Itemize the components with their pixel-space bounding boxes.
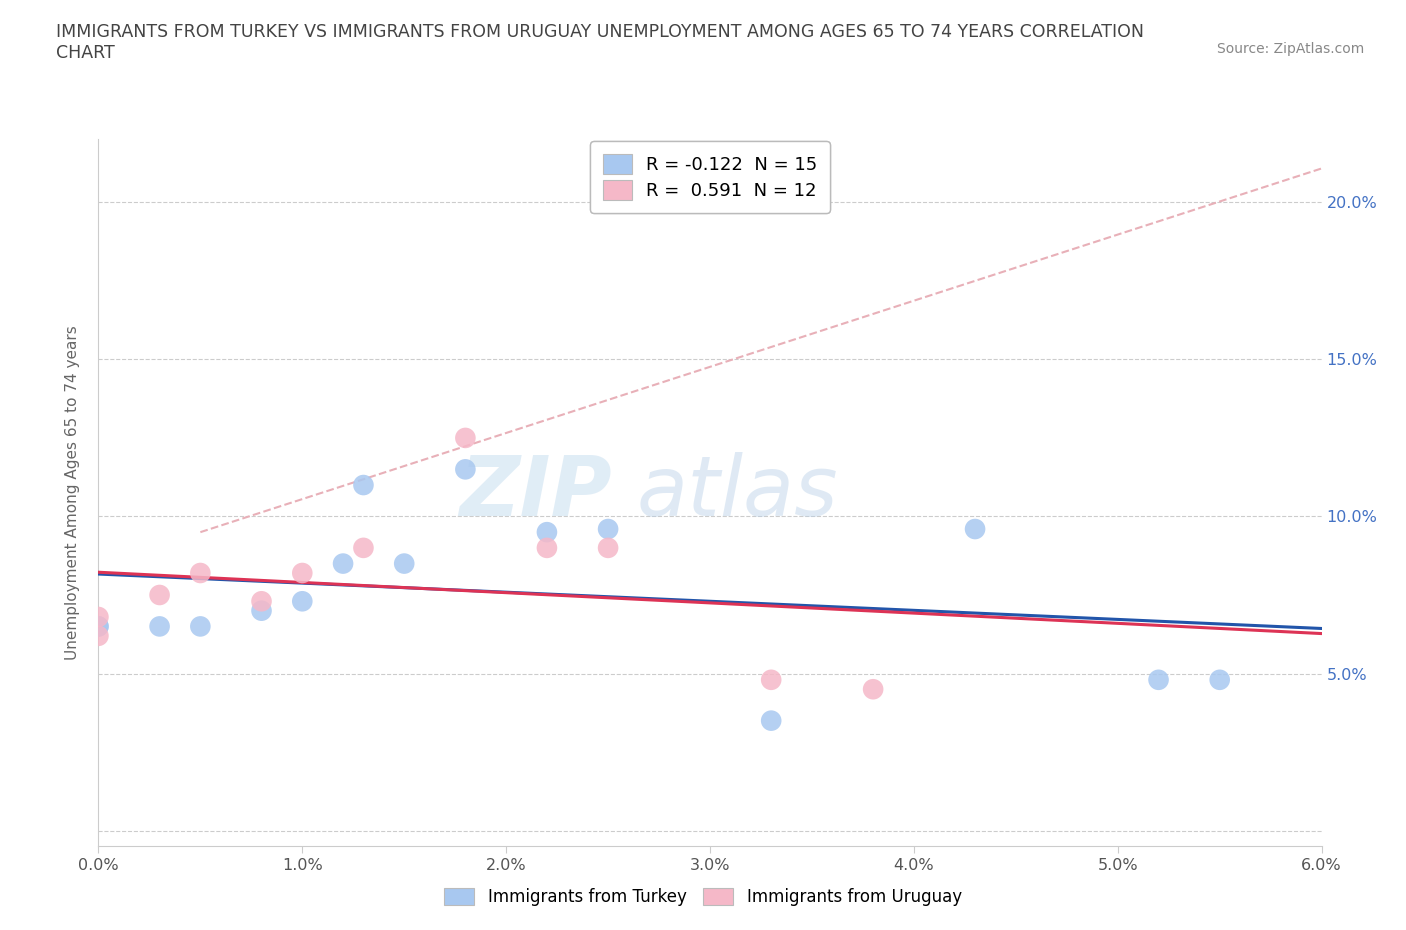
Text: atlas: atlas bbox=[637, 452, 838, 534]
Point bbox=[149, 619, 172, 634]
Point bbox=[454, 462, 477, 477]
Point bbox=[598, 522, 620, 537]
Text: IMMIGRANTS FROM TURKEY VS IMMIGRANTS FROM URUGUAY UNEMPLOYMENT AMONG AGES 65 TO : IMMIGRANTS FROM TURKEY VS IMMIGRANTS FRO… bbox=[56, 23, 1144, 62]
Point bbox=[291, 594, 314, 609]
Point bbox=[761, 713, 783, 728]
Text: ZIP: ZIP bbox=[460, 452, 612, 534]
Point bbox=[87, 629, 110, 644]
Point bbox=[598, 540, 620, 555]
Point bbox=[392, 556, 416, 571]
Legend: R = -0.122  N = 15, R =  0.591  N = 12: R = -0.122 N = 15, R = 0.591 N = 12 bbox=[591, 141, 830, 213]
Point bbox=[1147, 672, 1170, 687]
Point bbox=[761, 672, 783, 687]
Point bbox=[250, 604, 273, 618]
Point bbox=[250, 594, 273, 609]
Point bbox=[1208, 672, 1232, 687]
Point bbox=[332, 556, 354, 571]
Point bbox=[188, 619, 212, 634]
Point bbox=[87, 609, 110, 624]
Point bbox=[291, 565, 314, 580]
Point bbox=[87, 619, 110, 634]
Legend: Immigrants from Turkey, Immigrants from Uruguay: Immigrants from Turkey, Immigrants from … bbox=[437, 881, 969, 912]
Point bbox=[536, 525, 558, 539]
Point bbox=[454, 431, 477, 445]
Text: Source: ZipAtlas.com: Source: ZipAtlas.com bbox=[1216, 42, 1364, 56]
Y-axis label: Unemployment Among Ages 65 to 74 years: Unemployment Among Ages 65 to 74 years bbox=[65, 326, 80, 660]
Point bbox=[352, 478, 374, 493]
Point bbox=[87, 619, 110, 634]
Point bbox=[862, 682, 884, 697]
Point bbox=[149, 588, 172, 603]
Point bbox=[963, 522, 986, 537]
Point bbox=[188, 565, 212, 580]
Point bbox=[352, 540, 374, 555]
Point bbox=[536, 540, 558, 555]
